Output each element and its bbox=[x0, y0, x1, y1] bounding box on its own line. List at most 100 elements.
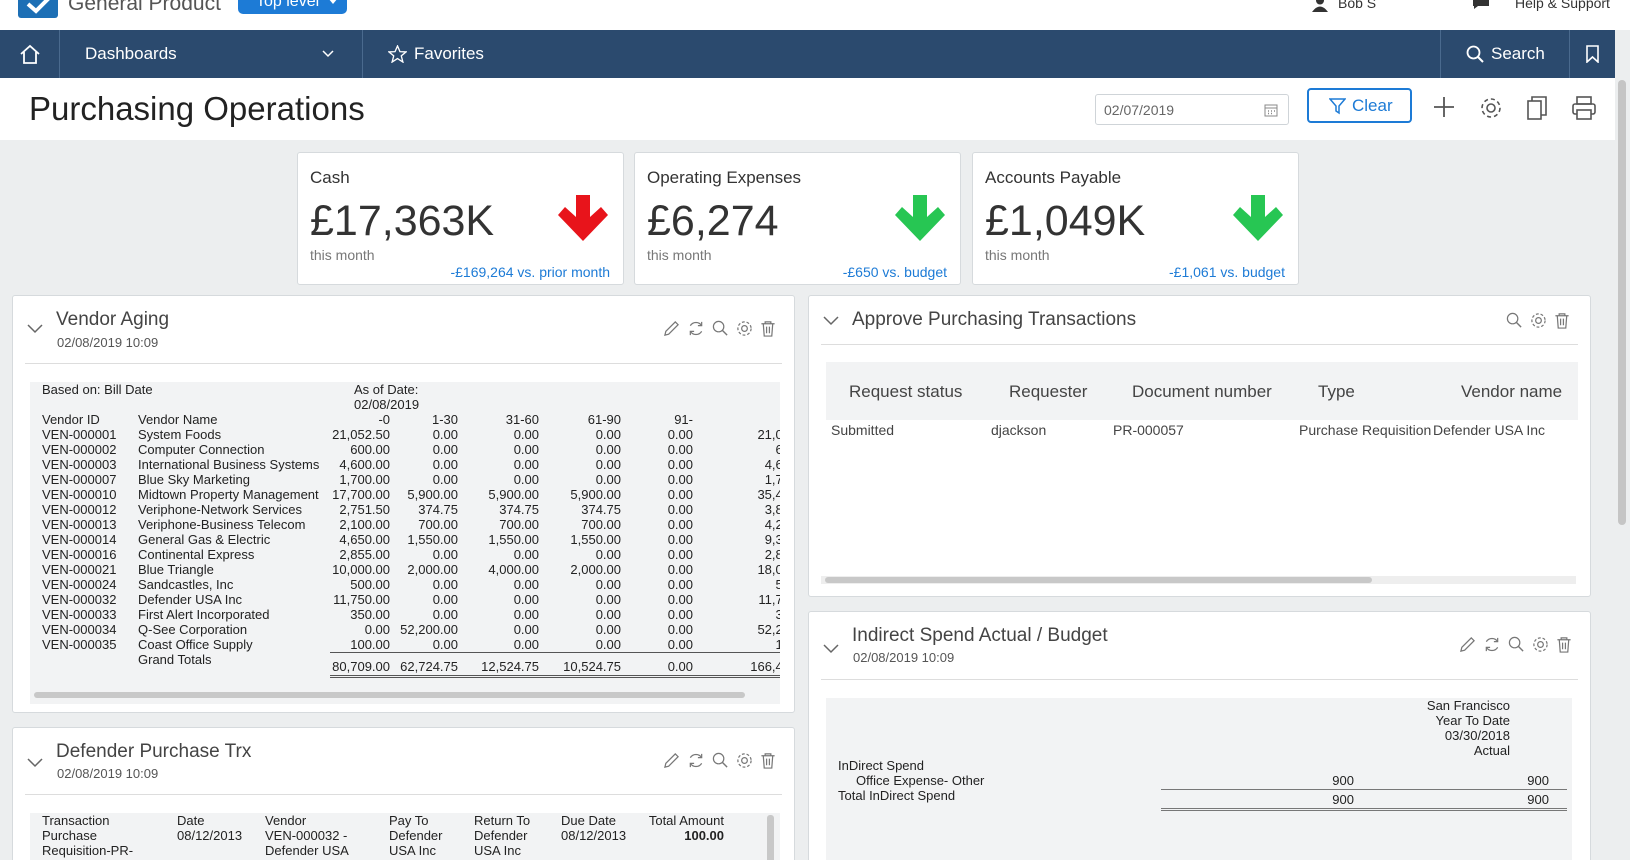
column-header: 1-30 bbox=[431, 412, 458, 427]
clear-label: Clear bbox=[1352, 96, 1393, 115]
trx-cell: USA Inc bbox=[389, 843, 436, 858]
column-header[interactable]: Vendor name bbox=[1461, 382, 1563, 401]
chat-icon[interactable] bbox=[1472, 0, 1490, 10]
trx-cell: 08/12/2013 bbox=[561, 828, 627, 843]
column-header[interactable]: Document number bbox=[1132, 382, 1272, 401]
caret-down-icon bbox=[328, 0, 339, 4]
trx-cell: Purchase bbox=[42, 828, 97, 843]
kpi-value: £1,049K bbox=[985, 197, 1146, 245]
add-icon[interactable] bbox=[1432, 95, 1456, 119]
bookmark-button[interactable] bbox=[1569, 30, 1615, 78]
clear-filter-button[interactable]: Clear bbox=[1307, 88, 1412, 123]
collapse-chevron-icon[interactable] bbox=[27, 324, 43, 334]
search-icon[interactable] bbox=[712, 752, 729, 769]
column-header: Vendor bbox=[265, 813, 307, 828]
edit-icon[interactable] bbox=[1459, 636, 1476, 653]
kpi-card-operating-expenses[interactable]: Operating Expenses £6,274 this month -£6… bbox=[634, 152, 961, 285]
date-filter-input[interactable]: 02/07/2019 bbox=[1095, 94, 1289, 125]
column-header-date: 03/30/2018 bbox=[1444, 728, 1510, 743]
page-vertical-scrollbar[interactable] bbox=[1618, 80, 1626, 525]
horizontal-scrollbar[interactable] bbox=[825, 577, 1372, 583]
amount-cell: 2,100.00 bbox=[339, 517, 390, 532]
search-button[interactable]: Search bbox=[1440, 30, 1568, 78]
trash-icon[interactable] bbox=[1554, 312, 1570, 329]
refresh-icon[interactable] bbox=[1483, 636, 1501, 653]
horizontal-scrollbar[interactable] bbox=[34, 692, 745, 698]
amount-cell: 4,000.00 bbox=[488, 562, 539, 577]
dashboards-label: Dashboards bbox=[85, 44, 177, 63]
entity-level-dropdown[interactable]: Top level bbox=[238, 0, 348, 14]
column-header[interactable]: Type bbox=[1318, 382, 1355, 401]
dashboards-menu[interactable]: Dashboards bbox=[61, 30, 363, 78]
as-of-label: As of Date: bbox=[354, 382, 419, 397]
vendor-name-cell: Defender USA Inc bbox=[1433, 422, 1546, 438]
amount-cell: 5,900.00 bbox=[407, 487, 458, 502]
favorites-menu[interactable]: Favorites bbox=[364, 30, 484, 78]
type-cell: Purchase Requisition bbox=[1299, 422, 1432, 438]
collapse-chevron-icon[interactable] bbox=[823, 316, 839, 326]
bookmark-icon bbox=[1586, 45, 1599, 63]
copy-icon[interactable] bbox=[1526, 95, 1548, 121]
amount-cell: 0.00 bbox=[432, 442, 458, 457]
amount-cell: 2,855.00 bbox=[339, 547, 390, 562]
amount-cell: 0.00 bbox=[667, 592, 693, 607]
user-menu[interactable]: Bob S bbox=[1312, 0, 1376, 12]
column-header: -0 bbox=[378, 412, 390, 427]
search-icon[interactable] bbox=[1508, 636, 1525, 653]
search-icon[interactable] bbox=[712, 320, 729, 337]
column-header[interactable]: Requester bbox=[1009, 382, 1088, 401]
home-button[interactable] bbox=[0, 30, 60, 78]
edit-icon[interactable] bbox=[663, 320, 680, 337]
column-header-period: Year To Date bbox=[1435, 713, 1510, 728]
calendar-icon[interactable] bbox=[1264, 103, 1278, 117]
panel-divider bbox=[25, 794, 782, 795]
vendor-id-cell: VEN-000033 bbox=[42, 607, 117, 622]
trash-icon[interactable] bbox=[760, 320, 776, 337]
amount-cell: 700.00 bbox=[418, 517, 458, 532]
gear-icon[interactable] bbox=[736, 320, 753, 337]
vendor-id-cell: VEN-000002 bbox=[42, 442, 117, 457]
kpi-value: £17,363K bbox=[310, 197, 495, 245]
refresh-icon[interactable] bbox=[687, 320, 705, 337]
amount-cell: 0.00 bbox=[595, 547, 621, 562]
vendor-id-cell: VEN-000007 bbox=[42, 472, 117, 487]
amount-cell: 0.00 bbox=[513, 457, 539, 472]
search-icon[interactable] bbox=[1506, 312, 1523, 329]
column-header[interactable]: Request status bbox=[849, 382, 963, 401]
print-icon[interactable] bbox=[1571, 95, 1597, 121]
amount-cell: 1,550.00 bbox=[488, 532, 539, 547]
vendor-id-cell: VEN-000003 bbox=[42, 457, 117, 472]
gear-icon[interactable] bbox=[1530, 312, 1547, 329]
favorites-label: Favorites bbox=[414, 44, 484, 63]
panel-divider bbox=[25, 363, 782, 364]
gear-icon[interactable] bbox=[1532, 636, 1549, 653]
amount-cell: 0.00 bbox=[513, 637, 539, 652]
arrow-down-icon bbox=[558, 195, 608, 241]
help-support-link[interactable]: Help & Support bbox=[1515, 0, 1610, 11]
trash-icon[interactable] bbox=[760, 752, 776, 769]
app-title: General Product bbox=[68, 0, 221, 15]
line-label: Office Expense- Other bbox=[856, 773, 985, 788]
main-nav: Dashboards Favorites Search bbox=[0, 30, 1615, 78]
vendor-name-cell: Blue Triangle bbox=[138, 562, 214, 577]
amount-cell: 50 bbox=[776, 577, 780, 592]
trash-icon[interactable] bbox=[1556, 636, 1572, 653]
collapse-chevron-icon[interactable] bbox=[823, 644, 839, 654]
amount-cell: 21,05 bbox=[757, 427, 780, 442]
request-status-cell: Submitted bbox=[831, 422, 895, 438]
kpi-card-accounts-payable[interactable]: Accounts Payable £1,049K this month -£1,… bbox=[972, 152, 1299, 285]
gear-icon[interactable] bbox=[736, 752, 753, 769]
vendor-id-cell: VEN-000032 bbox=[42, 592, 117, 607]
collapse-chevron-icon[interactable] bbox=[27, 758, 43, 768]
refresh-icon[interactable] bbox=[687, 752, 705, 769]
app-logo[interactable] bbox=[18, 0, 58, 18]
amount-cell: 0.00 bbox=[667, 457, 693, 472]
amount-cell: 100.00 bbox=[350, 637, 390, 652]
amount-cell: 0.00 bbox=[667, 532, 693, 547]
gear-icon[interactable] bbox=[1478, 95, 1504, 121]
vertical-scrollbar[interactable] bbox=[767, 815, 774, 860]
amount-cell: 0.00 bbox=[513, 577, 539, 592]
kpi-card-cash[interactable]: Cash £17,363K this month -£169,264 vs. p… bbox=[297, 152, 624, 285]
edit-icon[interactable] bbox=[663, 752, 680, 769]
amount-cell: 0.00 bbox=[364, 622, 390, 637]
